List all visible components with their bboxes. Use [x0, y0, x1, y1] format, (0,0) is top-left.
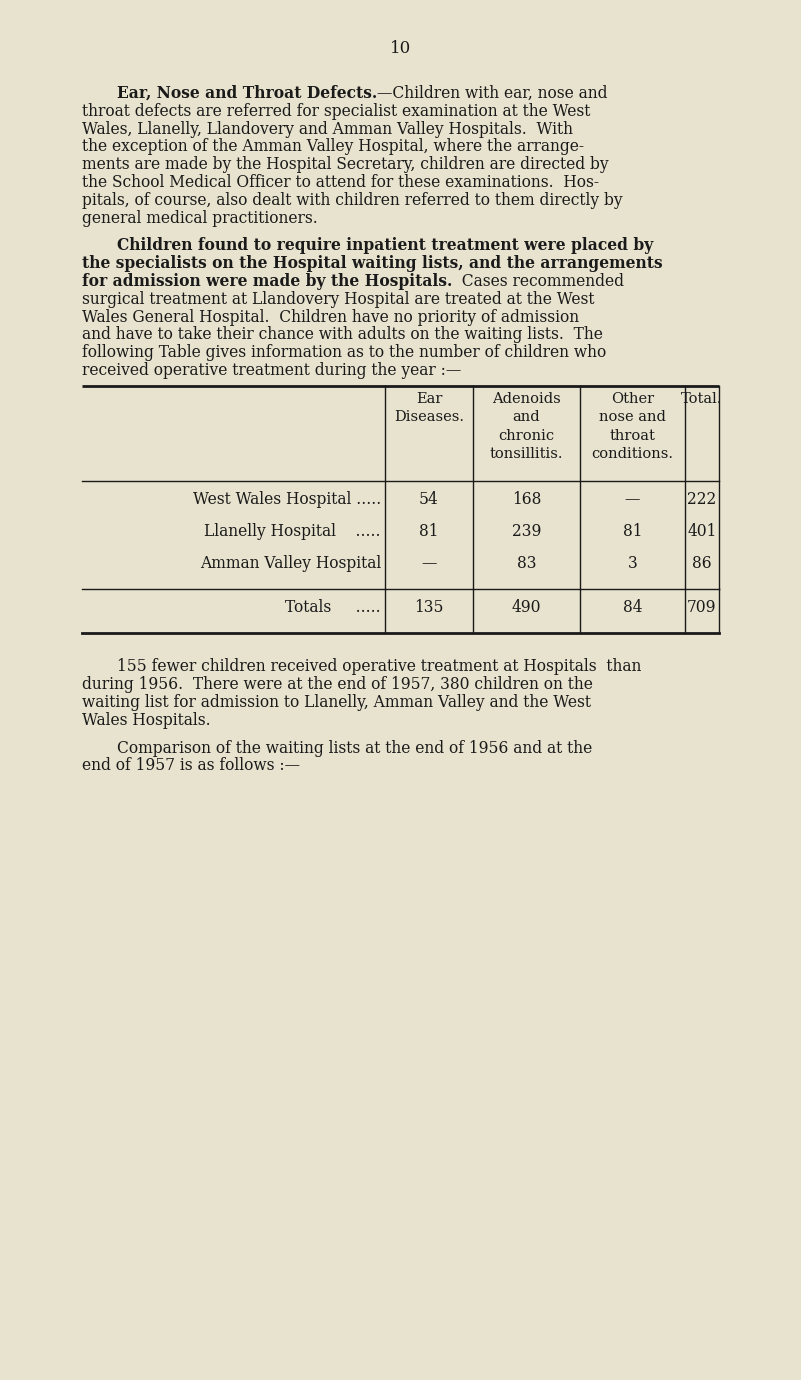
- Text: 3: 3: [628, 555, 638, 571]
- Text: Children found to require inpatient treatment were placed by: Children found to require inpatient trea…: [117, 237, 654, 254]
- Text: 490: 490: [512, 599, 541, 615]
- Text: Cases recommended: Cases recommended: [453, 273, 624, 290]
- Text: the specialists on the Hospital waiting lists, and the arrangements: the specialists on the Hospital waiting …: [82, 255, 662, 272]
- Text: the exception of the Amman Valley Hospital, where the arrange-: the exception of the Amman Valley Hospit…: [82, 138, 584, 156]
- Text: —: —: [421, 555, 437, 571]
- Text: 168: 168: [512, 491, 541, 508]
- Text: 135: 135: [414, 599, 444, 615]
- Text: 84: 84: [622, 599, 642, 615]
- Text: Wales General Hospital.  Children have no priority of admission: Wales General Hospital. Children have no…: [82, 309, 579, 326]
- Text: Ear
Diseases.: Ear Diseases.: [394, 392, 464, 424]
- Text: 83: 83: [517, 555, 536, 571]
- Text: Other
nose and
throat
conditions.: Other nose and throat conditions.: [591, 392, 674, 461]
- Text: 81: 81: [419, 523, 439, 540]
- Text: Total.: Total.: [682, 392, 723, 406]
- Text: Amman Valley Hospital: Amman Valley Hospital: [199, 555, 381, 571]
- Text: Comparison of the waiting lists at the end of 1956 and at the: Comparison of the waiting lists at the e…: [117, 740, 592, 756]
- Text: Wales Hospitals.: Wales Hospitals.: [82, 712, 211, 729]
- Text: received operative treatment during the year :—: received operative treatment during the …: [82, 362, 461, 380]
- Text: for admission were made by the Hospitals.: for admission were made by the Hospitals…: [82, 273, 453, 290]
- Text: —Children with ear, nose and: —Children with ear, nose and: [377, 86, 608, 102]
- Text: Wales, Llanelly, Llandovery and Amman Valley Hospitals.  With: Wales, Llanelly, Llandovery and Amman Va…: [82, 120, 573, 138]
- Text: Llanelly Hospital    .....: Llanelly Hospital .....: [204, 523, 381, 540]
- Text: throat defects are referred for specialist examination at the West: throat defects are referred for speciali…: [82, 102, 590, 120]
- Text: following Table gives information as to the number of children who: following Table gives information as to …: [82, 344, 606, 362]
- Text: Ear, Nose and Throat Defects.: Ear, Nose and Throat Defects.: [117, 86, 377, 102]
- Text: general medical practitioners.: general medical practitioners.: [82, 210, 318, 226]
- Text: the School Medical Officer to attend for these examinations.  Hos-: the School Medical Officer to attend for…: [82, 174, 599, 190]
- Text: ments are made by the Hospital Secretary, children are directed by: ments are made by the Hospital Secretary…: [82, 156, 609, 174]
- Text: 86: 86: [692, 555, 712, 571]
- Text: waiting list for admission to Llanelly, Amman Valley and the West: waiting list for admission to Llanelly, …: [82, 694, 591, 711]
- Text: 155 fewer children received operative treatment at Hospitals  than: 155 fewer children received operative tr…: [117, 658, 642, 675]
- Text: 54: 54: [419, 491, 439, 508]
- Text: Totals     .....: Totals .....: [285, 599, 381, 615]
- Text: during 1956.  There were at the end of 1957, 380 children on the: during 1956. There were at the end of 19…: [82, 676, 593, 693]
- Text: 222: 222: [687, 491, 717, 508]
- Text: and have to take their chance with adults on the waiting lists.  The: and have to take their chance with adult…: [82, 327, 603, 344]
- Text: pitals, of course, also dealt with children referred to them directly by: pitals, of course, also dealt with child…: [82, 192, 622, 208]
- Text: end of 1957 is as follows :—: end of 1957 is as follows :—: [82, 758, 300, 774]
- Text: 709: 709: [687, 599, 717, 615]
- Text: 81: 81: [622, 523, 642, 540]
- Text: West Wales Hospital .....: West Wales Hospital .....: [193, 491, 381, 508]
- Text: —: —: [625, 491, 640, 508]
- Text: Adenoids
and
chronic
tonsillitis.: Adenoids and chronic tonsillitis.: [489, 392, 563, 461]
- Text: 10: 10: [390, 40, 411, 57]
- Text: 239: 239: [512, 523, 541, 540]
- Text: surgical treatment at Llandovery Hospital are treated at the West: surgical treatment at Llandovery Hospita…: [82, 291, 594, 308]
- Text: 401: 401: [687, 523, 717, 540]
